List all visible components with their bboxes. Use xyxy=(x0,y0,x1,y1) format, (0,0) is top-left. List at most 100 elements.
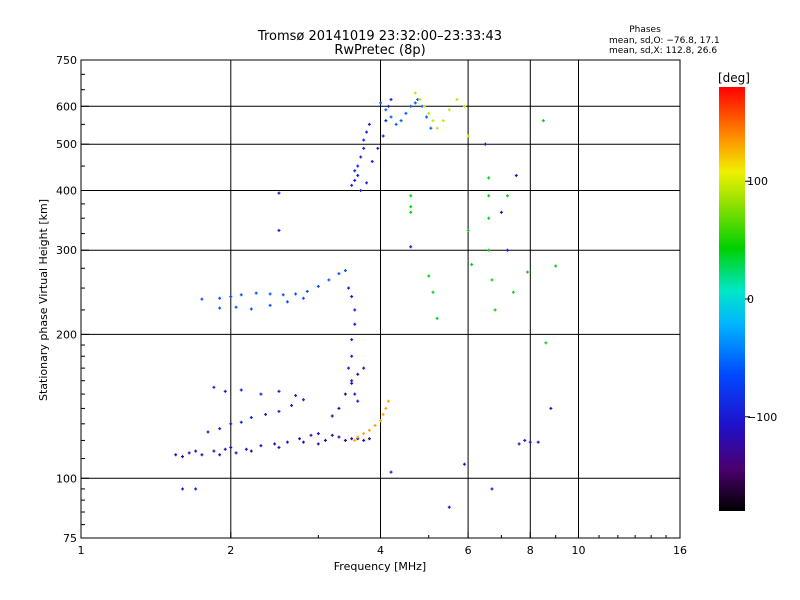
data-point xyxy=(384,119,388,123)
data-point xyxy=(544,341,548,345)
data-point xyxy=(239,388,243,392)
data-point xyxy=(294,393,298,397)
data-point xyxy=(429,126,433,130)
data-point xyxy=(394,122,398,126)
data-point xyxy=(285,440,289,444)
data-point xyxy=(181,487,185,491)
data-point xyxy=(350,437,354,441)
data-point xyxy=(362,432,366,436)
data-point xyxy=(337,406,341,410)
data-point xyxy=(350,295,354,299)
data-point xyxy=(353,392,357,396)
data-point xyxy=(223,389,227,393)
data-point xyxy=(218,453,222,457)
data-point xyxy=(549,406,553,410)
data-point xyxy=(264,412,268,416)
data-point xyxy=(330,433,334,437)
data-point xyxy=(359,155,363,159)
data-point xyxy=(435,316,439,320)
x-tick-label: 1 xyxy=(78,544,85,557)
data-point xyxy=(376,146,380,150)
data-point xyxy=(229,295,233,299)
y-axis-ticks: 75 100 200 300 400 500 600 750 xyxy=(56,54,89,545)
data-point xyxy=(194,487,198,491)
data-point xyxy=(370,159,374,163)
data-point xyxy=(554,264,558,268)
data-point xyxy=(268,303,272,307)
x-tick-label: 10 xyxy=(571,544,585,557)
data-point xyxy=(239,293,243,297)
data-point xyxy=(381,134,385,138)
data-point xyxy=(316,432,320,436)
data-point xyxy=(309,433,313,437)
data-point xyxy=(268,292,272,296)
data-point xyxy=(379,101,382,105)
chart-subtitle: RwPretec (8p) xyxy=(334,43,425,58)
data-point xyxy=(353,169,357,173)
y-tick-label: 300 xyxy=(56,244,77,257)
data-point xyxy=(200,453,204,457)
data-point xyxy=(277,389,281,393)
data-point xyxy=(373,423,377,427)
data-point xyxy=(353,322,357,326)
data-point xyxy=(511,290,515,294)
y-tick-label: 75 xyxy=(63,532,77,545)
data-point xyxy=(285,300,289,304)
y-tick-label: 600 xyxy=(56,100,77,113)
data-point xyxy=(389,115,393,119)
data-point xyxy=(174,453,178,457)
data-point xyxy=(249,307,253,311)
y-tick-label: 200 xyxy=(56,328,77,341)
data-point xyxy=(487,216,491,220)
data-point xyxy=(350,354,354,358)
data-point xyxy=(431,290,435,294)
data-point xyxy=(323,438,327,442)
legend-heading: Phases xyxy=(629,25,661,35)
data-point xyxy=(381,412,385,416)
data-point xyxy=(301,296,305,300)
data-point xyxy=(483,142,487,146)
data-point xyxy=(517,442,521,446)
legend-x-stats: mean, sd,X: 112.8, 26.6 xyxy=(609,46,717,56)
data-point xyxy=(327,278,331,282)
data-point xyxy=(350,338,354,342)
data-point xyxy=(404,111,408,115)
data-point xyxy=(305,289,309,293)
data-point xyxy=(356,173,360,177)
data-point xyxy=(427,111,431,115)
data-point xyxy=(362,366,366,370)
data-point xyxy=(523,438,527,442)
data-point xyxy=(528,440,532,444)
data-point xyxy=(249,449,253,453)
data-point xyxy=(514,173,518,177)
data-point xyxy=(206,430,210,434)
x-tick-label: 4 xyxy=(377,544,384,557)
data-point xyxy=(389,470,393,474)
x-tick-label: 2 xyxy=(227,544,234,557)
data-point xyxy=(239,420,243,424)
data-point xyxy=(487,176,491,180)
data-point xyxy=(466,134,470,138)
data-point xyxy=(359,188,363,192)
data-point xyxy=(541,119,545,123)
data-point xyxy=(493,308,497,312)
data-point xyxy=(229,422,233,426)
data-point xyxy=(301,440,305,444)
data-point xyxy=(431,119,435,123)
data-point xyxy=(462,104,466,108)
data-point xyxy=(229,445,233,449)
data-point xyxy=(259,444,263,448)
data-point xyxy=(413,91,417,95)
data-point xyxy=(353,438,357,442)
data-point xyxy=(356,399,360,403)
data-point xyxy=(384,108,388,112)
data-point xyxy=(470,263,474,267)
data-point xyxy=(499,210,503,214)
data-point xyxy=(316,284,320,288)
data-point xyxy=(362,146,366,150)
data-point xyxy=(277,228,281,232)
data-point xyxy=(466,228,470,232)
data-point xyxy=(234,451,238,455)
y-tick-label: 400 xyxy=(56,184,77,197)
data-point xyxy=(337,272,341,276)
